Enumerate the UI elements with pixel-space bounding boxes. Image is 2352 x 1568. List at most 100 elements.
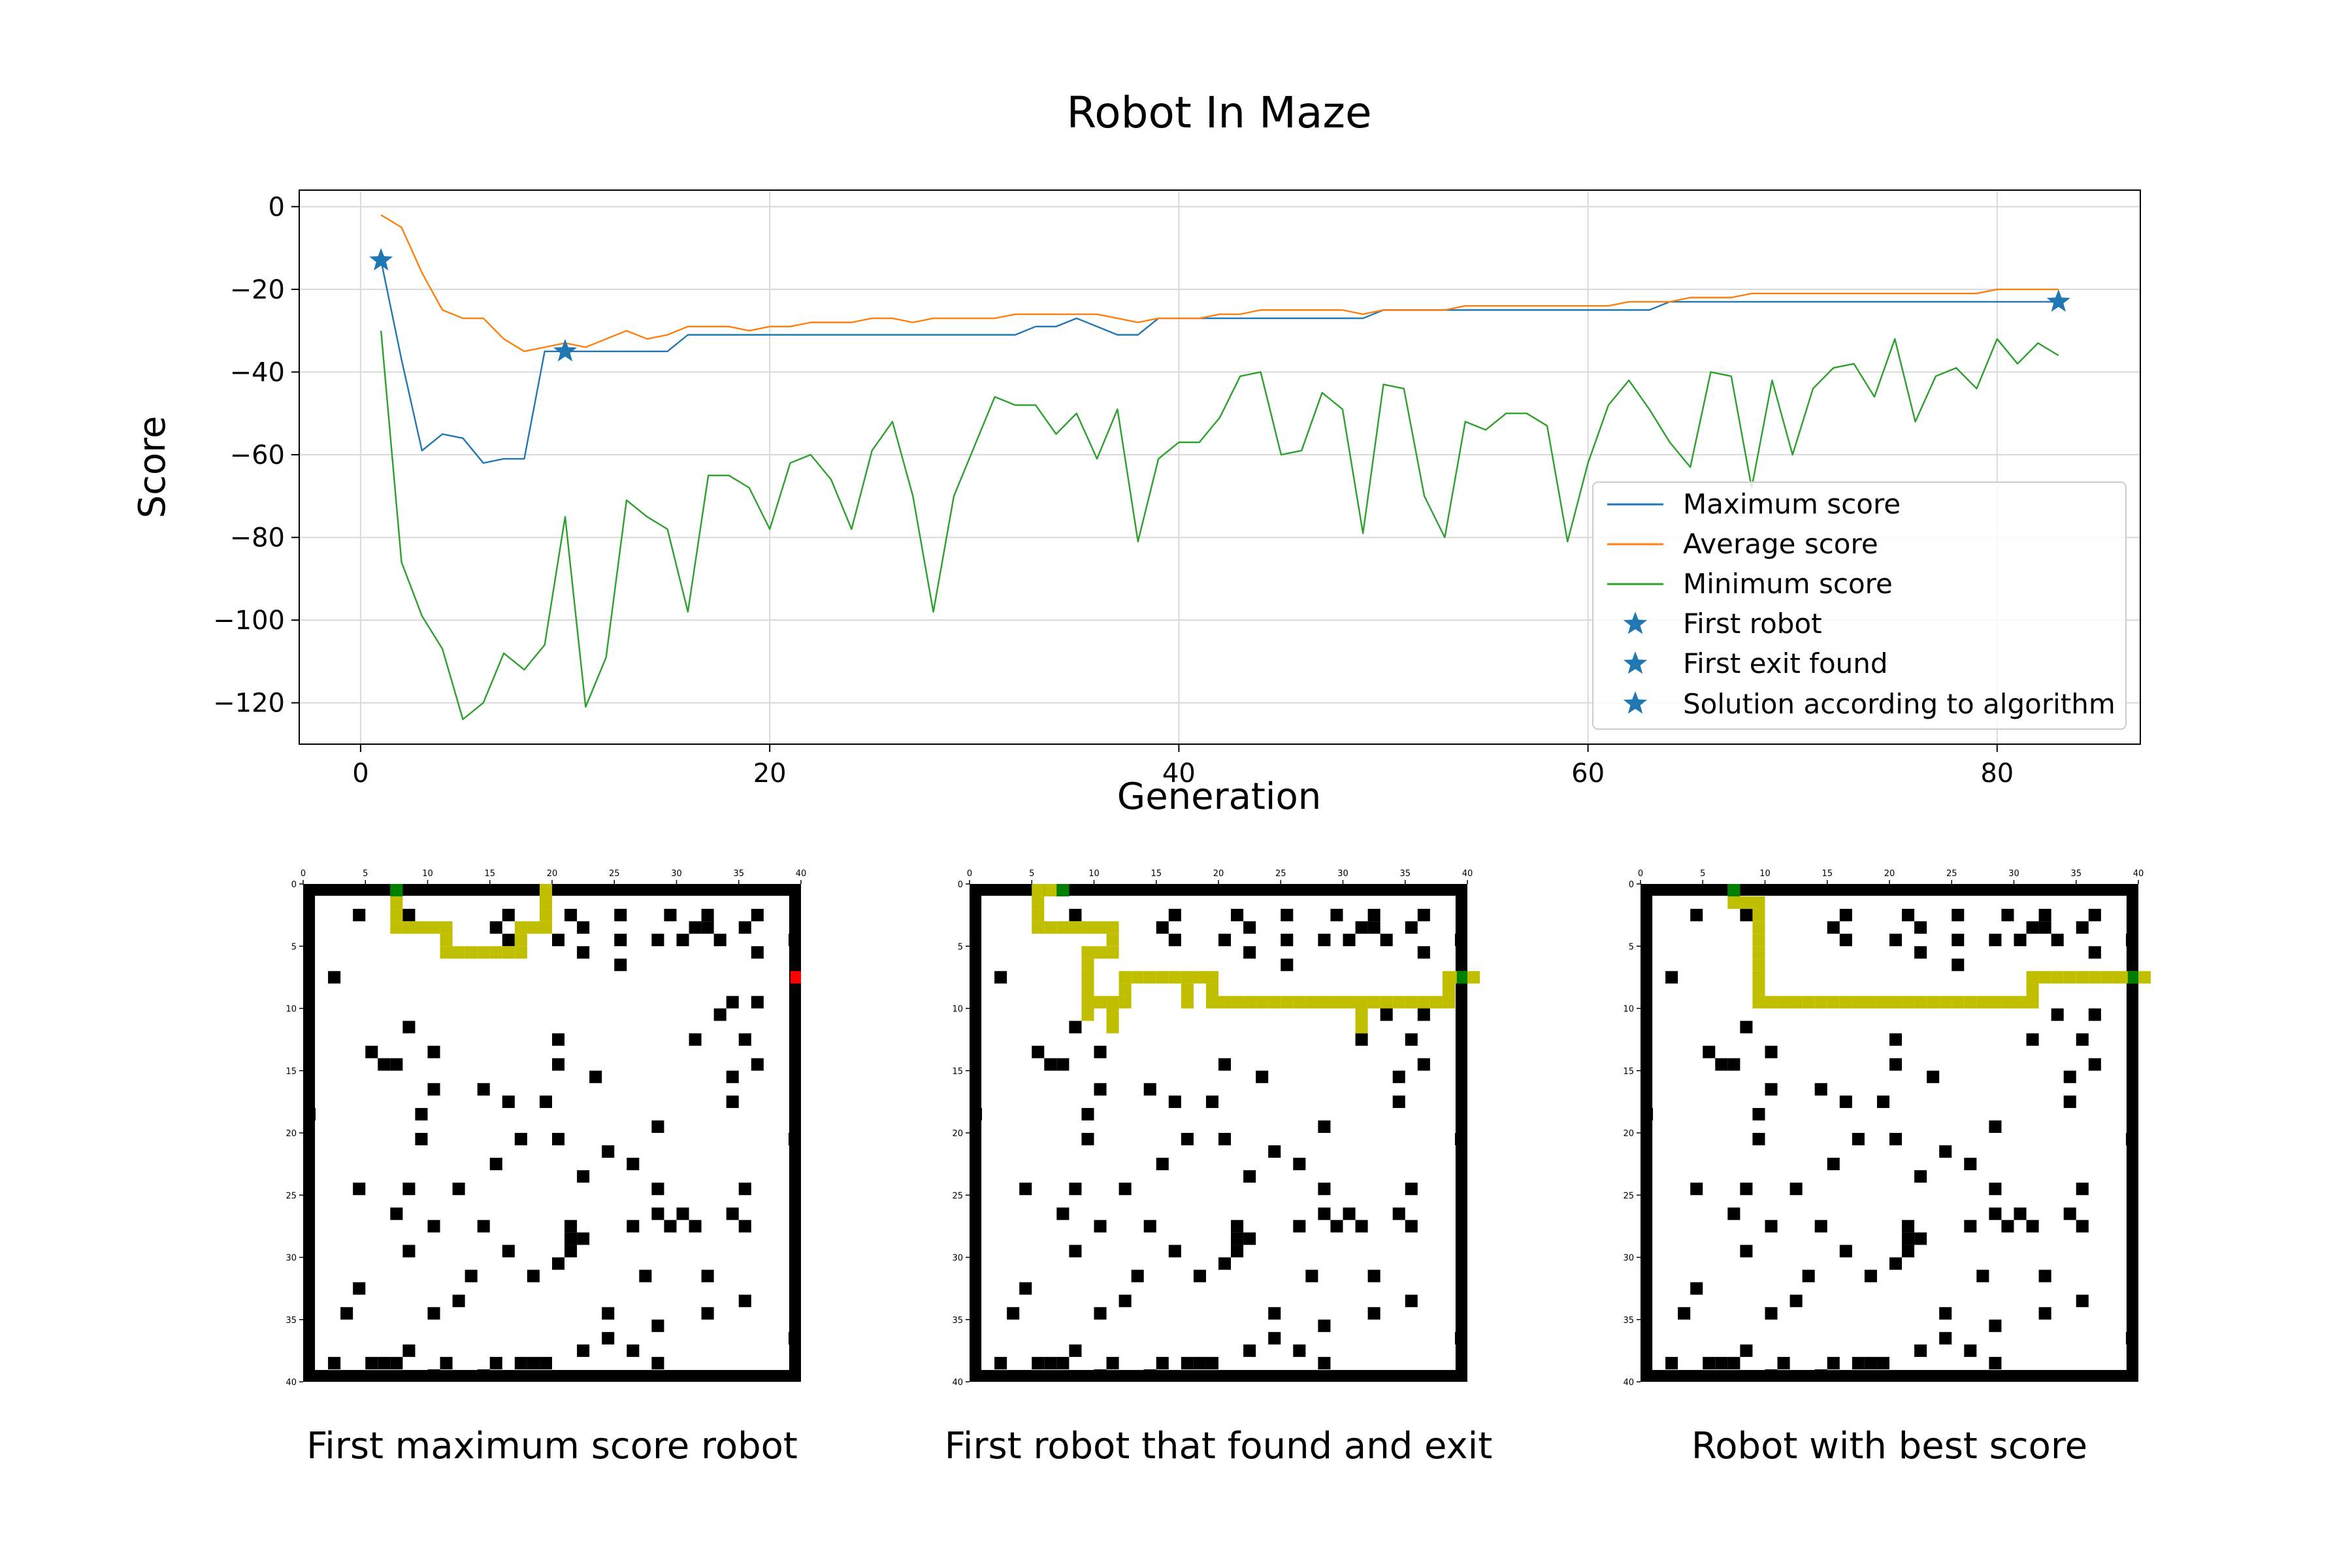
maze-path-cell [1106, 1008, 1119, 1021]
maze-x-tick-label: 15 [1821, 869, 1833, 879]
maze-wall-cell [713, 934, 727, 947]
maze-wall-cell [627, 1344, 640, 1357]
maze-y-tick-label: 30 [952, 1254, 963, 1264]
score-line-chart: 0 20 40 60 80 0 −20 −40 −60 −80 −100 −120 Generati… [131, 189, 2141, 818]
maze-wall-cell [751, 996, 764, 1009]
maze-wall-cell [365, 1045, 378, 1058]
star-markers [369, 248, 2070, 362]
maze-wall-cell [452, 1183, 465, 1196]
maze-wall-cell [1703, 1045, 1716, 1058]
maze-path-cell [1119, 971, 1132, 984]
maze-wall-cell [1952, 958, 1965, 972]
maze-wall-cell [1305, 1269, 1318, 1282]
maze-wall-cell [1690, 1282, 1703, 1295]
maze-x-tick-label: 15 [484, 869, 495, 879]
maze-wall-cell [1889, 1257, 1903, 1270]
maze-wall-cell [415, 1107, 428, 1120]
maze-wall-cell [1777, 1356, 1790, 1369]
maze-wall-cell [390, 1058, 403, 1071]
maze-y-tick-label: 15 [1623, 1067, 1634, 1077]
maze-wall-cell [689, 921, 702, 934]
maze-wall-cell [452, 1294, 465, 1307]
maze-wall-cell [2063, 1095, 2076, 1108]
maze-wall-cell [1318, 1120, 1331, 1133]
maze-wall-cell [1876, 1095, 1889, 1108]
maze-path-cell [1131, 971, 1144, 984]
maze-path-cell [2113, 971, 2126, 984]
maze-wall-cell [1355, 921, 1368, 934]
maze-path-cell [1243, 996, 1256, 1009]
maze-wall-cell [1765, 1045, 1778, 1058]
maze-wall-cell [1044, 1058, 1057, 1071]
maze-path-cell [1405, 996, 1418, 1009]
maze-wall-cell [1715, 1356, 1728, 1369]
maze-path-cell [1852, 996, 1865, 1009]
maze-x-tick-label: 25 [1275, 869, 1286, 879]
maze-wall-cell [1914, 1232, 1927, 1245]
maze-path-cell [1939, 996, 1952, 1009]
maze-wall-cell [2051, 934, 2064, 947]
maze-wall-cell [602, 1331, 615, 1345]
maze-path-cell [1380, 996, 1393, 1009]
maze-wall-cell [1989, 1120, 2002, 1133]
maze-path-cell [1032, 884, 1045, 897]
maze-wall-cell [1902, 1220, 1915, 1233]
maze-path-cell [1231, 996, 1244, 1009]
maze-wall-cell [1827, 921, 1840, 934]
maze-wall-cell [726, 996, 739, 1009]
maze-wall-cell [788, 1133, 801, 1146]
maze-wall-cell [1380, 934, 1393, 947]
maze-wall-left [303, 884, 316, 1382]
maze-path-cell [1429, 996, 1443, 1009]
maze-path-cell [1902, 996, 1915, 1009]
y-tick-label: 0 [269, 192, 285, 222]
maze-y-tick-label: 0 [291, 880, 297, 890]
maze-wall-cell [1318, 934, 1331, 947]
maze-wall-cell [1330, 1220, 1343, 1233]
maze-wall-cell [751, 946, 764, 959]
maze-wall-cell [427, 1220, 440, 1233]
maze-wall-cell [1690, 1183, 1703, 1196]
maze-path-cell [2038, 971, 2051, 984]
maze-wall-cell [465, 1269, 478, 1282]
maze-path-cell [1081, 921, 1094, 934]
maze-path-cell [1889, 996, 1903, 1009]
maze-wall-cell [1193, 1356, 1206, 1369]
maze-wall-cell [1094, 1045, 1107, 1058]
maze-path-cell [1989, 996, 2002, 1009]
maze-path-cell [1106, 1021, 1119, 1034]
maze-wall-cell [1243, 1170, 1256, 1183]
maze-path-cell [1392, 996, 1405, 1009]
maze-path-cell [1081, 983, 1094, 996]
y-tick-label: −40 [230, 357, 285, 387]
maze-wall-cell [1355, 1033, 1368, 1046]
maze-path-cell [1864, 996, 1877, 1009]
maze-wall-cell [1740, 1344, 1753, 1357]
chart-title: Robot In Maze [1066, 88, 1371, 138]
maze-caption-best-score: Robot with best score [1691, 1425, 2087, 1467]
maze-wall-cell [415, 1133, 428, 1146]
maze-wall-cell [1156, 1158, 1169, 1171]
maze-wall-cell [2038, 909, 2051, 922]
maze-wall-cell [1143, 1083, 1156, 1096]
maze-wall-cell [1143, 1369, 1156, 1382]
maze-path-cell [1181, 996, 1194, 1009]
maze-path-cell [1044, 884, 1057, 897]
maze-x-tick-label: 10 [422, 869, 433, 879]
maze-wall-cell [1976, 1269, 1989, 1282]
maze-wall-cell [2088, 1058, 2101, 1071]
maze-wall-cell [1814, 1083, 1827, 1096]
maze-wall-cell [378, 1058, 391, 1071]
maze-path-cell [2001, 996, 2014, 1009]
maze-wall-cell [1405, 1033, 1418, 1046]
maze-path-cell [1268, 996, 1281, 1009]
maze-wall-cell [1914, 1344, 1927, 1357]
maze-path-cell [514, 921, 527, 934]
maze-wall-cell [713, 1008, 727, 1021]
maze-wall-cell [994, 1356, 1007, 1369]
maze-wall-cell [1218, 1058, 1232, 1071]
maze-wall-cell [427, 1307, 440, 1320]
maze-wall-cell [2001, 909, 2014, 922]
maze-wall-cell [328, 1356, 341, 1369]
maze-path-cell [1752, 946, 1765, 959]
